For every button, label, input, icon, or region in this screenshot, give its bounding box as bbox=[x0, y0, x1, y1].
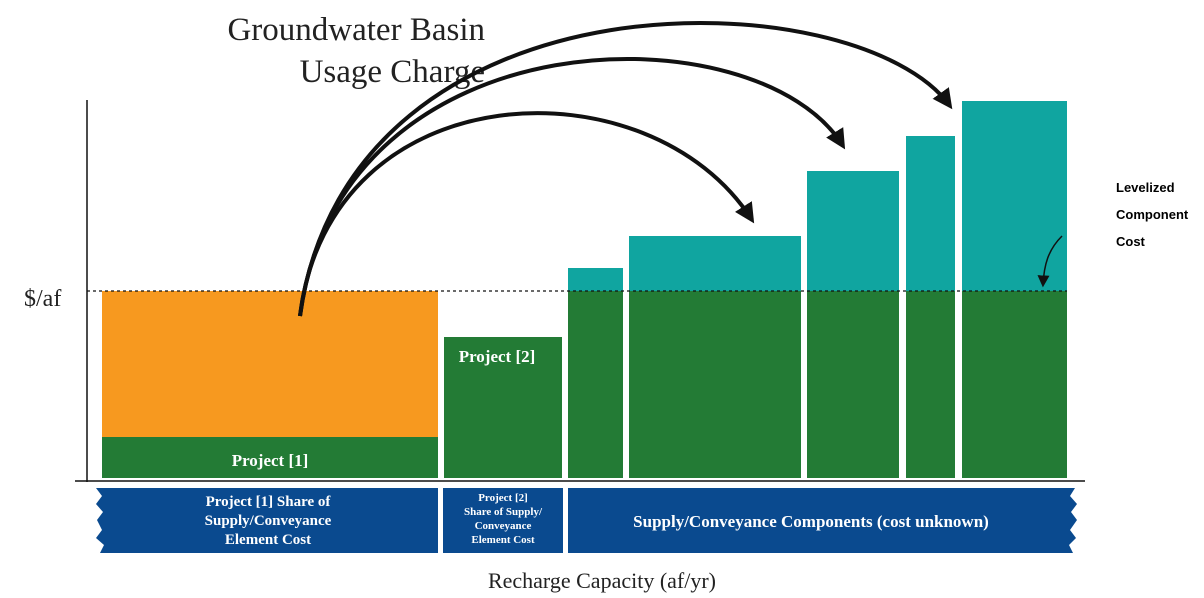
annotation-arrow bbox=[1037, 235, 1063, 288]
band-label: Element Cost bbox=[471, 534, 535, 546]
teal-bar bbox=[807, 171, 899, 291]
annotation: Component bbox=[1116, 207, 1189, 222]
band-label: Supply/Conveyance bbox=[205, 513, 332, 529]
bar-label: Project [1] bbox=[232, 451, 309, 470]
band-label: Project [2] bbox=[478, 492, 528, 504]
bar bbox=[807, 291, 899, 478]
arrows bbox=[298, 20, 953, 317]
band bbox=[96, 488, 438, 553]
bar bbox=[962, 291, 1067, 478]
orange-area bbox=[102, 291, 438, 437]
bar bbox=[906, 291, 955, 478]
band bbox=[568, 488, 1077, 553]
teal-bar bbox=[568, 268, 623, 291]
band-label: Element Cost bbox=[225, 532, 311, 548]
arrow bbox=[298, 20, 953, 317]
band-label: Supply/Conveyance Components (cost unkno… bbox=[633, 512, 989, 531]
teal-bar bbox=[906, 136, 955, 291]
bar bbox=[568, 291, 623, 478]
y-axis-label: $/af bbox=[24, 286, 61, 312]
title: Groundwater Basin bbox=[227, 12, 485, 48]
bar-label: Project [2] bbox=[459, 347, 536, 366]
arrow bbox=[298, 111, 755, 317]
bar bbox=[629, 291, 801, 478]
band-label: Share of Supply/ bbox=[464, 506, 543, 518]
teal-bar bbox=[962, 101, 1067, 291]
annotation: Levelized bbox=[1116, 180, 1175, 195]
band-label: Project [1] Share of bbox=[206, 494, 332, 510]
band bbox=[443, 488, 563, 553]
bars bbox=[102, 101, 1067, 478]
band-label: Conveyance bbox=[475, 520, 532, 532]
bar bbox=[102, 437, 438, 478]
x-axis-label: Recharge Capacity (af/yr) bbox=[488, 568, 716, 593]
teal-bar bbox=[629, 236, 801, 291]
bar bbox=[444, 337, 562, 478]
annotation: Cost bbox=[1116, 234, 1146, 249]
